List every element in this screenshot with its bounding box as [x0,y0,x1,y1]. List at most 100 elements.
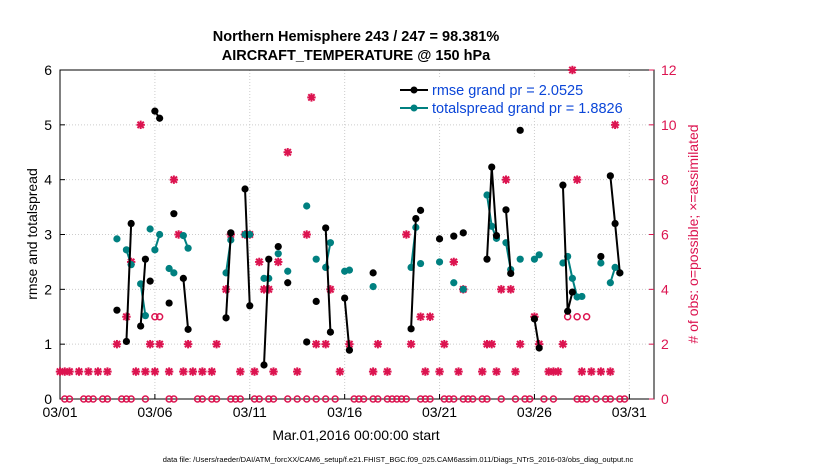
rmse-point [407,325,415,333]
legend-rmse-label: rmse grand pr = 2.0525 [432,83,583,99]
x-tick-label: 03/26 [517,404,552,420]
obs-possible-marker [208,395,216,403]
obs-assimilated-stroke [207,367,216,376]
obs-assimilated-stroke [559,340,567,349]
totalspread-point [459,285,467,293]
obs-possible-marker [355,395,363,403]
obs-assimilated-marker [440,339,449,349]
obs-assimilated-stroke [75,367,83,376]
obs-possible-marker [98,395,107,403]
obs-assimilated-stroke [170,175,178,184]
obs-assimilated-stroke [94,367,102,376]
obs-possible-marker [549,395,558,403]
obs-possible-marker [255,395,264,403]
obs-assimilated-stroke [478,367,487,376]
obs-possible-marker [397,395,406,403]
obs-assimilated-marker [169,175,179,184]
obs-possible-marker [312,395,320,403]
obs-possible-marker [127,395,135,403]
obs-assimilated-stroke [516,340,525,349]
chart-title: Northern Hemisphere 243 / 247 = 98.381% [213,29,500,45]
obs-assimilated-stroke [103,367,112,376]
rmse-point [179,274,187,282]
obs-assimilated-stroke [165,367,173,376]
obs-possible-marker [269,395,278,403]
obs-assimilated-marker [478,367,487,376]
obs-assimilated-stroke [307,93,316,102]
obs-possible-marker [250,395,259,403]
obs-possible-marker [350,395,358,403]
rmse-point [502,206,510,214]
totalspread-point [611,263,619,271]
rmse-point [483,255,491,263]
obs-possible-marker [402,395,411,403]
obs-assimilated-stroke [174,230,183,239]
obs-assimilated-marker [506,285,515,294]
obs-assimilated-stroke [606,367,615,376]
obs-assimilated-marker [145,339,155,349]
rmse-point [507,269,515,278]
obs-possible-marker [374,395,382,403]
rmse-point [516,126,524,134]
obs-assimilated-stroke [336,367,344,376]
obs-possible-marker [369,395,377,403]
y-right-tick-label: 2 [661,336,669,352]
totalspread-point [246,230,254,239]
obs-assimilated-marker [188,367,198,376]
rmse-point [312,297,320,305]
obs-assimilated-stroke [84,367,93,376]
obs-assimilated-stroke [578,367,586,376]
obs-assimilated-stroke [568,66,577,74]
obs-assimilated-stroke [151,367,159,376]
rmse-line-segment [343,298,351,351]
obs-possible-marker [525,395,534,403]
obs-assimilated-stroke [155,340,164,349]
totalspread-point [303,202,311,210]
obs-assimilated-marker [141,367,150,376]
obs-assimilated-stroke [497,285,506,294]
obs-possible-marker [193,395,202,403]
obs-assimilated-stroke [587,367,596,376]
obs-assimilated-stroke [435,367,444,376]
obs-assimilated-marker [74,367,84,376]
obs-assimilated-marker [553,367,563,376]
totalspread-point [606,279,614,287]
rmse-point [568,288,576,296]
obs-possible-marker [478,395,487,403]
obs-possible-marker [293,395,301,403]
totalspread-point [597,259,605,267]
obs-assimilated-marker [302,230,311,239]
rmse-point [606,172,614,180]
rmse-point [530,315,539,323]
x-tick-label: 03/11 [233,404,267,420]
rmse-point [284,279,292,287]
obs-assimilated-stroke [597,367,605,376]
obs-assimilated-marker [207,367,217,376]
rmse-line-segment [244,188,251,306]
obs-possible-marker [359,395,368,403]
obs-possible-marker [469,395,477,403]
obs-assimilated-marker [164,367,174,376]
obs-assimilated-stroke [440,340,449,349]
obs-assimilated-marker [307,93,316,102]
rmse-point [535,344,543,352]
rmse-point [492,231,501,240]
obs-assimilated-marker [558,339,568,349]
obs-assimilated-marker [221,285,231,294]
obs-possible-marker [103,395,112,403]
totalspread-point [488,222,496,230]
rmse-point [137,322,145,330]
obs-possible-marker [582,313,591,321]
obs-assimilated-stroke [573,175,581,184]
obs-possible-marker [459,395,468,403]
obs-possible-marker [483,395,491,403]
series-lines [113,107,624,369]
obs-assimilated-marker [311,339,321,349]
obs-possible-marker [236,395,245,403]
obs-possible-marker [573,313,581,321]
obs-possible-marker [302,395,311,403]
obs-possible-marker [60,395,69,403]
rmse-line-segment [533,318,541,349]
obs-possible-marker [331,395,339,403]
rmse-point [326,328,335,336]
